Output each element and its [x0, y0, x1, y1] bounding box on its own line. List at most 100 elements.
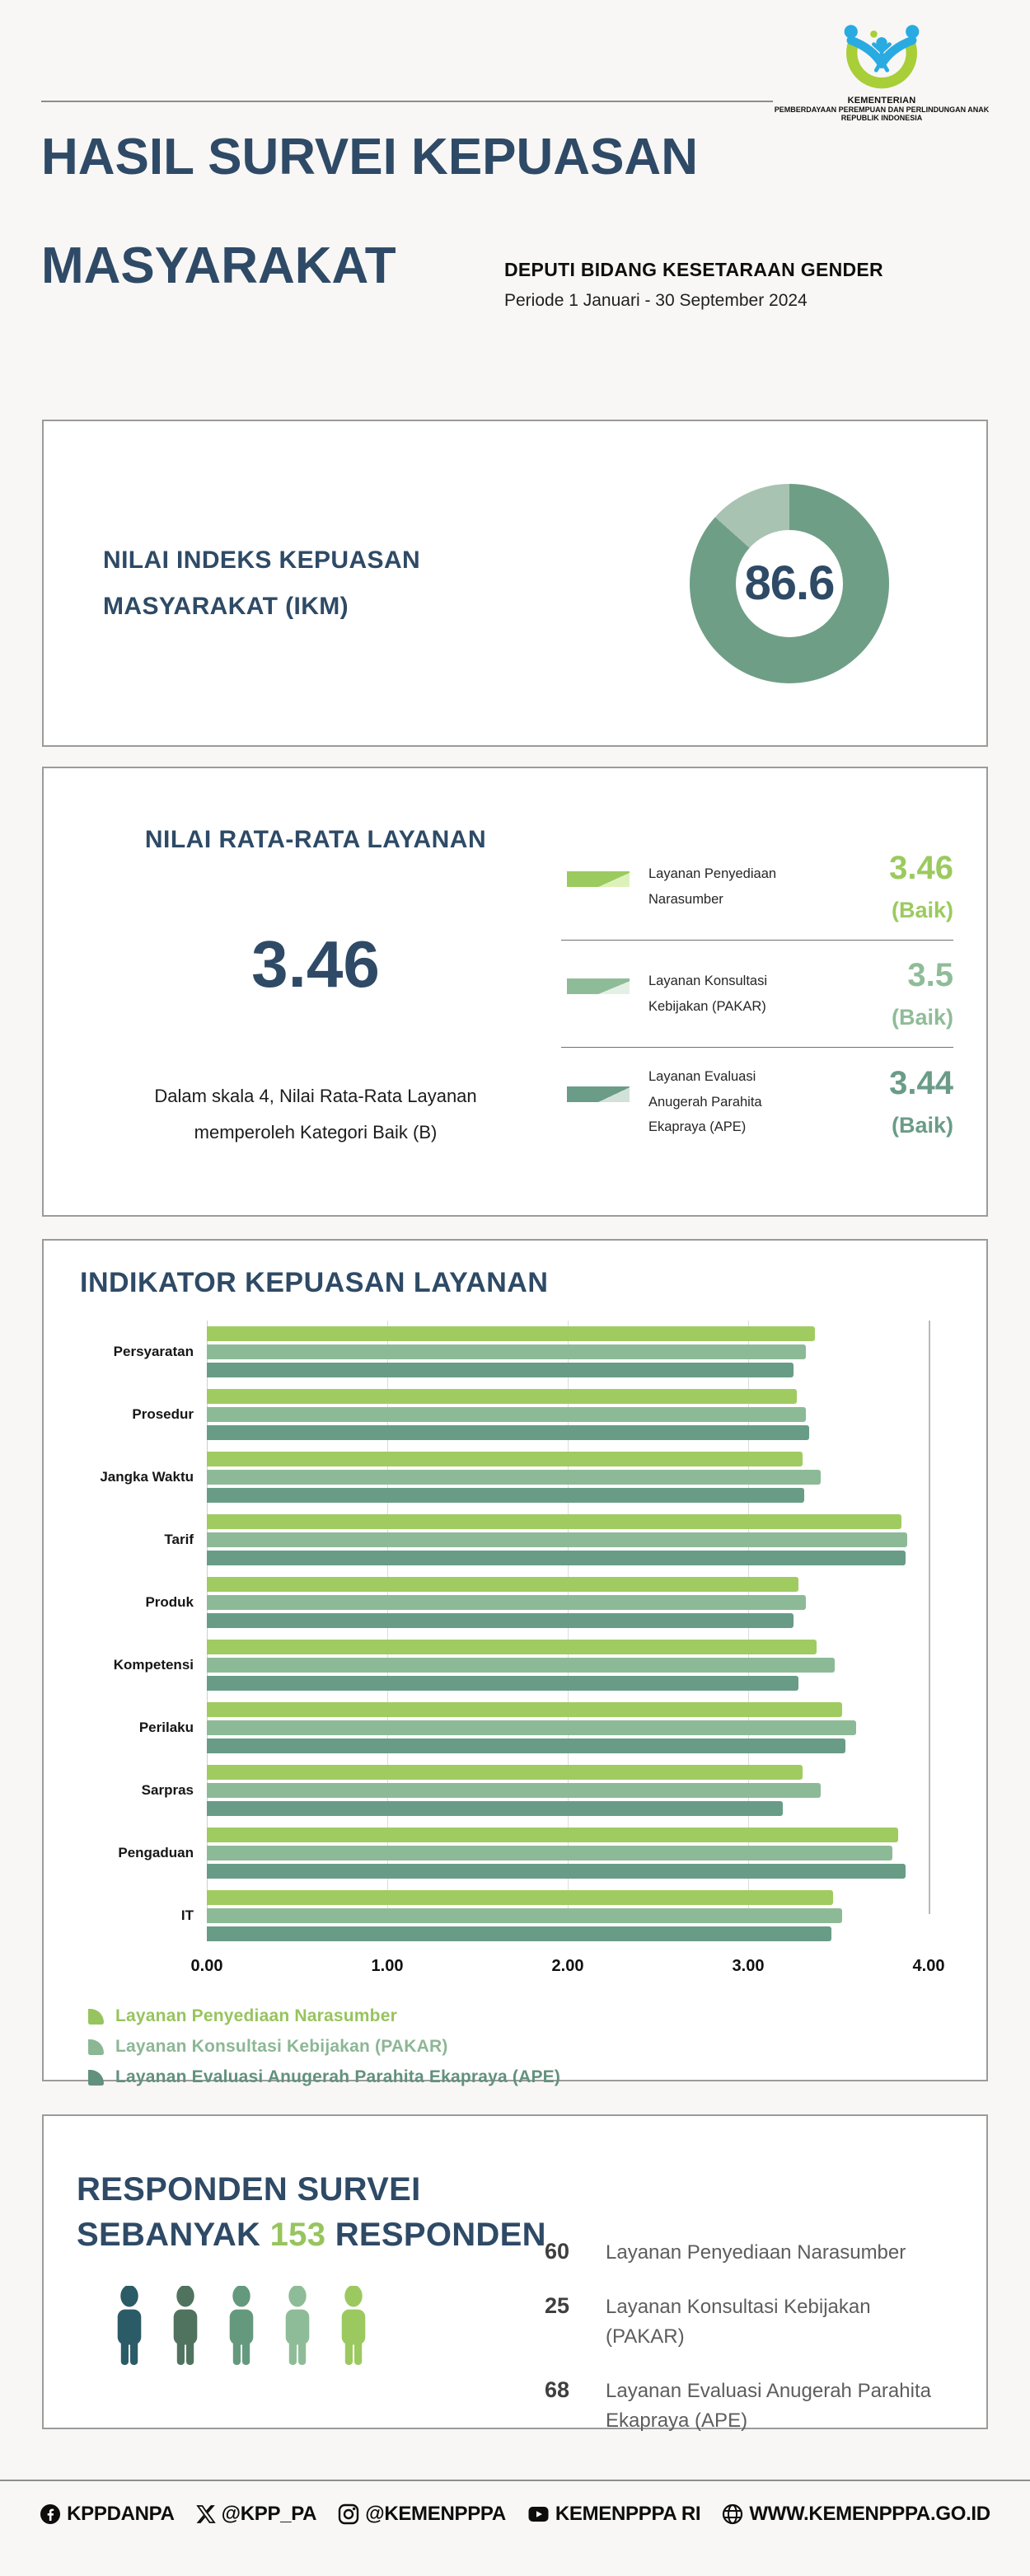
bar: [207, 1488, 804, 1503]
footer-x[interactable]: @KPP_PA: [195, 2503, 317, 2526]
service-gauges: Layanan Penyediaan Narasumber 3.46 (Baik…: [555, 768, 986, 1215]
footer-website[interactable]: WWW.KEMENPPPA.GO.ID: [722, 2503, 990, 2526]
bar: [207, 1595, 807, 1610]
bar-group: Kompetensi: [77, 1634, 953, 1696]
page-title-line2: MASYARAKAT: [41, 237, 396, 294]
bar: [207, 1452, 803, 1466]
bar-group-bars: [207, 1321, 929, 1383]
bar: [207, 1407, 807, 1422]
service-value-block: 3.44 (Baik): [889, 1065, 953, 1138]
bar-group: Tarif: [77, 1509, 953, 1571]
bar: [207, 1738, 846, 1753]
bar-group-bars: [207, 1509, 929, 1571]
bar-group-bars: [207, 1884, 929, 1947]
ikm-donut-chart: 86.6: [690, 483, 889, 683]
persons: [111, 2285, 942, 2371]
bar-group-bars: [207, 1446, 929, 1509]
ikm-value: 86.6: [744, 556, 836, 610]
service-value-block: 3.5 (Baik): [892, 957, 953, 1030]
respondent-label: Layanan Konsultasi Kebijakan (PAKAR): [606, 2296, 871, 2348]
survey-period: Periode 1 Januari - 30 September 2024: [504, 291, 808, 310]
legend-item: Layanan Evaluasi Anugerah Parahita Ekapr…: [88, 2067, 953, 2087]
service-row-pakar: Layanan Konsultasi Kebijakan (PAKAR) 3.5…: [561, 940, 953, 1047]
youtube-icon: [528, 2507, 549, 2522]
indicator-chart-card: INDIKATOR KEPUASAN LAYANAN Persyaratan Pr…: [42, 1239, 988, 2086]
service-row-ape: Layanan Evaluasi Anugerah Parahita Ekapr…: [561, 1047, 953, 1157]
bar-group: Jangka Waktu: [77, 1446, 953, 1509]
respondent-label: Layanan Penyediaan Narasumber: [606, 2241, 906, 2264]
bar-category-label: Pengaduan: [118, 1845, 194, 1860]
bar-group-bars: [207, 1383, 929, 1446]
average-title: NILAI RATA-RATA LAYANAN: [144, 826, 487, 853]
respondent-item: 25 Layanan Konsultasi Kebijakan (PAKAR): [545, 2292, 939, 2352]
subtitle-block: DEPUTI BIDANG KESETARAAN GENDER Periode …: [504, 259, 883, 311]
bar: [207, 1551, 906, 1565]
footer-youtube[interactable]: KEMENPPPA RI: [527, 2503, 701, 2526]
average-caption: Dalam skala 4, Nilai Rata-Rata Layanan m…: [93, 1078, 538, 1151]
bar: [207, 1926, 831, 1941]
footer-instagram[interactable]: @KEMENPPPA: [338, 2503, 506, 2526]
respondent-count: 68: [545, 2377, 570, 2402]
bar: [207, 1765, 803, 1780]
legend: Layanan Penyediaan Narasumber Layanan Kon…: [88, 2006, 953, 2087]
bar-category-label: Produk: [145, 1594, 194, 1610]
page-title-line1: HASIL SURVEI KEPUASAN: [41, 129, 698, 185]
subtitle: DEPUTI BIDANG KESETARAAN GENDER: [504, 259, 883, 280]
bar: [207, 1783, 821, 1798]
ikm-title: NILAI INDEKS KEPUASAN MASYARAKAT (IKM): [103, 547, 421, 620]
bar-category-label: Kompetensi: [113, 1657, 194, 1673]
average-summary: NILAI RATA-RATA LAYANAN 3.46 Dalam skala…: [44, 768, 555, 1215]
bar-group: Sarpras: [77, 1759, 953, 1822]
bar: [207, 1908, 842, 1923]
bar-group-bars: [207, 1571, 929, 1634]
bar: [207, 1828, 898, 1842]
service-label: Layanan Konsultasi Kebijakan (PAKAR): [648, 974, 768, 1014]
service-label: Layanan Evaluasi Anugerah Parahita Ekapr…: [648, 1069, 762, 1135]
legend-item: Layanan Konsultasi Kebijakan (PAKAR): [88, 2037, 953, 2057]
person-icon: [111, 2285, 147, 2371]
bar: [207, 1344, 807, 1359]
bar-plot: Persyaratan Prosedur Jangka Waktu Tarif Prod…: [77, 1321, 953, 1947]
logo-text-line1: KEMENTERIAN: [847, 96, 916, 106]
service-rating: (Baik): [891, 1113, 953, 1138]
bar: [207, 1470, 821, 1485]
legend-label: Layanan Konsultasi Kebijakan (PAKAR): [115, 2037, 448, 2056]
bar-group: Prosedur: [77, 1383, 953, 1446]
respondents-title: RESPONDEN SURVEI SEBANYAK 153 RESPONDEN: [77, 2167, 942, 2258]
bar-group-bars: [207, 1696, 929, 1759]
service-rating: (Baik): [891, 898, 953, 923]
bar-group: Persyaratan: [77, 1321, 953, 1383]
legend-marker-icon: [88, 2008, 104, 2025]
respondents-breakdown: 60 Layanan Penyediaan Narasumber 25 Laya…: [545, 2238, 939, 2436]
bar-group-bars: [207, 1759, 929, 1822]
person-icon: [223, 2285, 260, 2371]
ministry-logo: KEMENTERIAN PEMBERDAYAAN PEREMPUAN DAN P…: [758, 21, 1005, 122]
bar-category-label: IT: [180, 1907, 194, 1923]
logo-text-line3: REPUBLIK INDONESIA: [840, 114, 923, 122]
service-row-narasumber: Layanan Penyediaan Narasumber 3.46 (Baik…: [561, 833, 953, 940]
bar: [207, 1640, 817, 1654]
footer-facebook[interactable]: KPPDANPA: [40, 2503, 175, 2526]
x-icon: [195, 2505, 216, 2523]
legend-item: Layanan Penyediaan Narasumber: [88, 2006, 953, 2026]
x-axis-tick: 3.00: [732, 1957, 765, 1975]
header-divider: [41, 101, 773, 102]
bar-group: Perilaku: [77, 1696, 953, 1759]
globe-icon: [723, 2503, 743, 2525]
respondents-card: RESPONDEN SURVEI SEBANYAK 153 RESPONDEN: [42, 2114, 988, 2432]
bar-group-bars: [207, 1822, 929, 1884]
ikm-card: NILAI INDEKS KEPUASAN MASYARAKAT (IKM) 8…: [42, 420, 988, 747]
bar-group: Pengaduan: [77, 1822, 953, 1884]
bar-category-label: Jangka Waktu: [100, 1469, 194, 1485]
service-label: Layanan Penyediaan Narasumber: [648, 866, 777, 907]
person-icon: [335, 2285, 372, 2371]
respondent-count: 60: [545, 2239, 570, 2264]
respondent-label: Layanan Evaluasi Anugerah Parahita Ekapr…: [606, 2380, 931, 2432]
bar: [207, 1425, 810, 1440]
legend-marker-icon: [88, 2039, 104, 2055]
average-value: 3.46: [251, 927, 380, 1001]
respondent-item: 60 Layanan Penyediaan Narasumber: [545, 2238, 939, 2268]
logo-text-line2: PEMBERDAYAAN PEREMPUAN DAN PERLINDUNGAN …: [774, 106, 990, 114]
bar-group: IT: [77, 1884, 953, 1947]
